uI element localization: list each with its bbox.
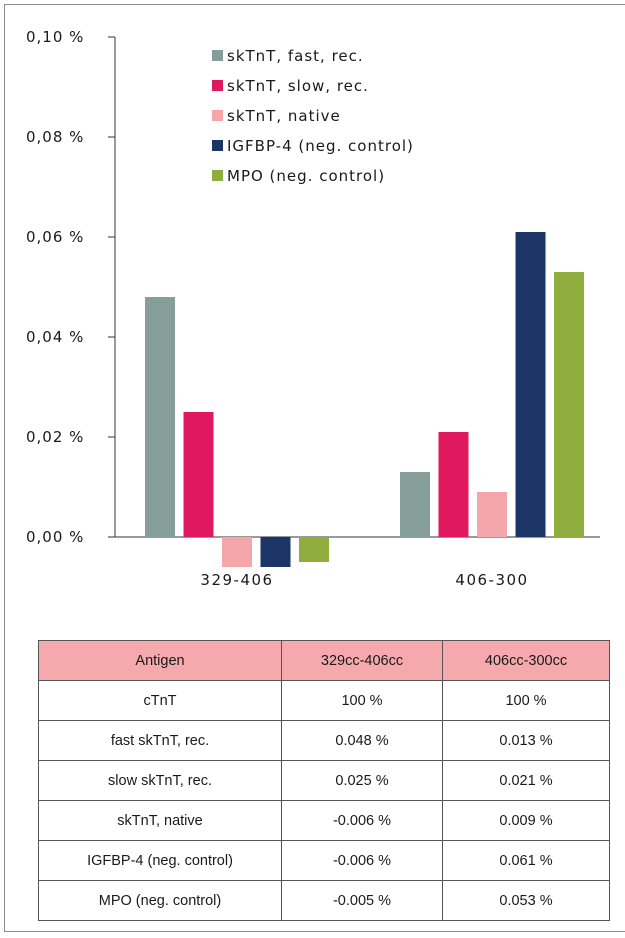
header-406cc-300cc: 406cc-300cc [442, 640, 610, 681]
legend-swatch [212, 50, 223, 61]
table-row: cTnT 100 % 100 % [38, 680, 610, 721]
value-cell: 0.061 % [442, 840, 610, 881]
legend-label: skTnT, slow, rec. [227, 77, 369, 95]
x-category-label: 329-406 [200, 571, 273, 589]
y-tick-label: 0,08 % [26, 128, 84, 146]
figure-frame [4, 4, 625, 932]
x-category-label: 406-300 [455, 571, 528, 589]
legend-swatch [212, 110, 223, 121]
bars [145, 232, 584, 567]
value-cell: 100 % [281, 680, 443, 721]
table-row: fast skTnT, rec. 0.048 % 0.013 % [38, 720, 610, 761]
antigen-cell: cTnT [38, 680, 282, 721]
y-tick-label: 0,10 % [26, 28, 84, 46]
bar [260, 537, 291, 567]
header-329cc-406cc: 329cc-406cc [281, 640, 443, 681]
legend-label: skTnT, fast, rec. [227, 47, 364, 65]
value-cell: -0.006 % [281, 800, 443, 841]
y-tick-label: 0,04 % [26, 328, 84, 346]
bar [222, 537, 252, 567]
value-cell: 0.013 % [442, 720, 610, 761]
bar [515, 232, 546, 537]
legend-label: MPO (neg. control) [227, 167, 385, 185]
bar [183, 412, 214, 537]
antigen-cell: skTnT, native [38, 800, 282, 841]
header-antigen: Antigen [38, 640, 282, 681]
legend: skTnT, fast, rec. skTnT, slow, rec. skTnT,… [212, 47, 414, 185]
value-cell: 0.009 % [442, 800, 610, 841]
bar [477, 492, 507, 537]
results-table: Antigen 329cc-406cc 406cc-300cc cTnT 100… [38, 640, 610, 921]
antigen-cell: slow skTnT, rec. [38, 760, 282, 801]
value-cell: 0.048 % [281, 720, 443, 761]
value-cell: -0.005 % [281, 880, 443, 921]
bar [299, 537, 329, 562]
legend-swatch [212, 170, 223, 181]
table-row: MPO (neg. control) -0.005 % 0.053 % [38, 880, 610, 921]
antigen-cell: fast skTnT, rec. [38, 720, 282, 761]
legend-swatch [212, 80, 223, 91]
legend-swatch [212, 140, 223, 151]
antigen-cell: MPO (neg. control) [38, 880, 282, 921]
table-row: skTnT, native -0.006 % 0.009 % [38, 800, 610, 841]
value-cell: 100 % [442, 680, 610, 721]
bar [438, 432, 469, 537]
value-cell: 0.053 % [442, 880, 610, 921]
y-tick-label: 0,02 % [26, 428, 84, 446]
bar [554, 272, 584, 537]
table-row: IGFBP-4 (neg. control) -0.006 % 0.061 % [38, 840, 610, 881]
legend-label: IGFBP-4 (neg. control) [227, 137, 414, 155]
value-cell: 0.025 % [281, 760, 443, 801]
y-tick-label: 0,06 % [26, 228, 84, 246]
bar-chart: 0,00 % 0,02 % 0,04 % 0,06 % 0,08 % 0,10 % 329… [26, 28, 600, 589]
antigen-cell: IGFBP-4 (neg. control) [38, 840, 282, 881]
x-axis-labels: 329-406 406-300 [200, 571, 528, 589]
bar [400, 472, 430, 537]
bar [145, 297, 175, 537]
table-row: slow skTnT, rec. 0.025 % 0.021 % [38, 760, 610, 801]
table-header-row: Antigen 329cc-406cc 406cc-300cc [38, 640, 610, 681]
y-axis: 0,00 % 0,02 % 0,04 % 0,06 % 0,08 % 0,10 % [26, 28, 600, 546]
y-tick-label: 0,00 % [26, 528, 84, 546]
value-cell: -0.006 % [281, 840, 443, 881]
value-cell: 0.021 % [442, 760, 610, 801]
legend-label: skTnT, native [227, 107, 341, 125]
